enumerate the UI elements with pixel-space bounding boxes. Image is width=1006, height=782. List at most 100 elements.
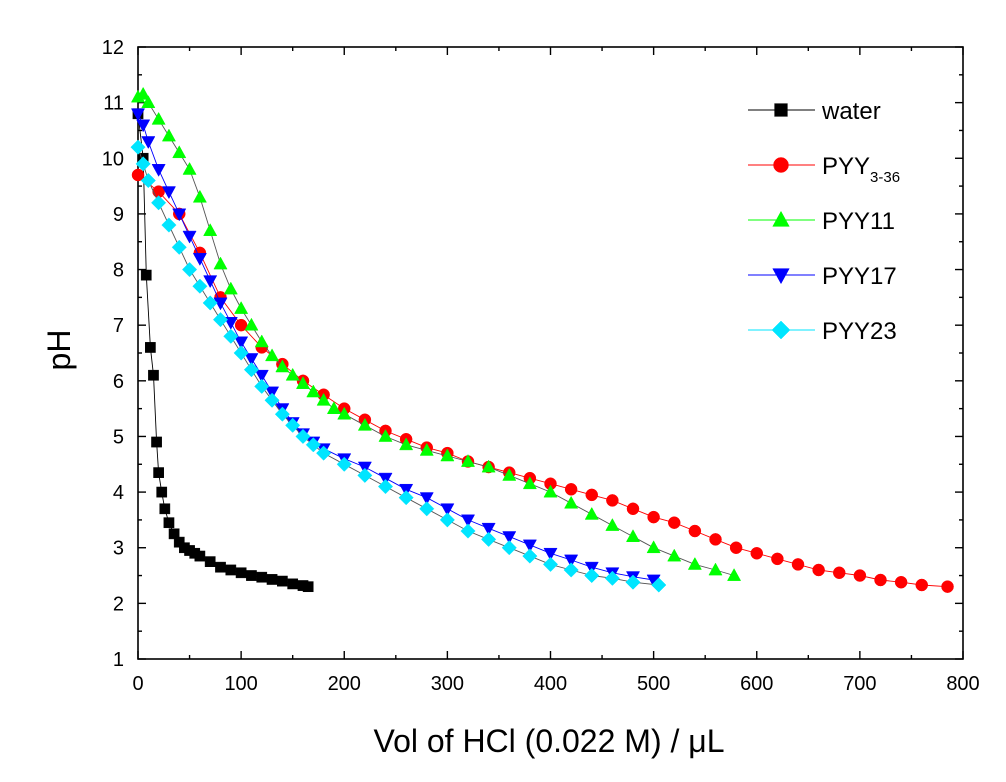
data-point xyxy=(151,111,166,125)
data-point xyxy=(306,384,321,398)
data-point xyxy=(161,128,176,142)
data-point xyxy=(357,467,373,483)
x-tick-label: 200 xyxy=(328,673,361,695)
data-point xyxy=(212,312,229,328)
legend: water PYY3-36 PYY11 PYY17 PYY23 xyxy=(748,98,900,345)
data-point xyxy=(750,547,763,560)
data-point xyxy=(791,558,805,571)
series-line xyxy=(137,113,309,588)
data-point xyxy=(136,119,151,133)
data-point xyxy=(285,417,301,433)
y-axis-title: pH xyxy=(41,330,77,371)
legend-label-main: PYY xyxy=(822,153,870,180)
data-point xyxy=(213,256,228,270)
x-tick-label: 0 xyxy=(132,673,143,695)
series-pyy17 xyxy=(130,108,661,588)
x-tick-label: 500 xyxy=(637,673,670,695)
data-point xyxy=(419,501,435,517)
data-point xyxy=(915,578,928,592)
data-point xyxy=(274,406,290,422)
series-water xyxy=(132,108,314,593)
data-point xyxy=(244,353,259,366)
data-point xyxy=(625,529,641,542)
data-point xyxy=(709,533,722,546)
data-point xyxy=(287,578,299,590)
data-point xyxy=(172,145,187,159)
data-point xyxy=(647,510,660,524)
data-point xyxy=(812,563,825,577)
data-point xyxy=(161,186,176,200)
data-point xyxy=(265,348,280,362)
data-point xyxy=(585,488,598,502)
data-point xyxy=(481,531,497,547)
data-point xyxy=(145,342,156,353)
data-point xyxy=(130,108,146,122)
data-point xyxy=(182,230,197,244)
data-point xyxy=(295,428,311,445)
data-point xyxy=(687,556,702,570)
data-point xyxy=(326,401,341,414)
data-point xyxy=(460,523,476,539)
data-point xyxy=(131,168,145,182)
data-point xyxy=(833,566,846,580)
data-point xyxy=(606,494,619,507)
data-point xyxy=(204,556,216,567)
data-point xyxy=(502,531,517,545)
data-point xyxy=(277,575,288,587)
data-point xyxy=(254,334,269,348)
data-point xyxy=(874,573,887,587)
legend-label-main: PYY23 xyxy=(822,318,897,345)
data-point xyxy=(398,490,414,506)
data-point xyxy=(688,524,702,538)
data-point xyxy=(419,492,434,506)
data-point xyxy=(254,369,269,383)
x-axis-title: Vol of HCl (0.022 M) / μL xyxy=(373,723,724,759)
data-point xyxy=(151,164,166,177)
x-tick-label: 800 xyxy=(946,673,979,695)
x-tick-label: 100 xyxy=(224,673,257,695)
data-point xyxy=(266,574,278,585)
legend-label: PYY23 xyxy=(822,318,897,345)
data-point xyxy=(223,328,239,344)
legend-item: PYY3-36 xyxy=(748,153,900,186)
series-line xyxy=(137,113,654,581)
data-point xyxy=(151,195,167,211)
data-point xyxy=(729,541,743,554)
data-point xyxy=(156,486,168,498)
data-point xyxy=(605,518,620,531)
legend-item: water xyxy=(748,98,881,125)
data-point xyxy=(246,570,257,581)
data-point xyxy=(542,556,559,572)
legend-marker xyxy=(774,103,788,117)
data-point xyxy=(853,569,867,582)
data-point xyxy=(141,95,156,108)
legend-item: PYY11 xyxy=(748,208,895,235)
data-point xyxy=(522,476,537,490)
y-tick-label: 6 xyxy=(113,371,124,393)
data-point xyxy=(161,217,177,233)
data-point xyxy=(419,442,434,456)
data-point xyxy=(708,562,723,576)
series-layer xyxy=(130,86,954,593)
legend-marker xyxy=(772,210,790,227)
legend-marker xyxy=(771,320,791,340)
data-point xyxy=(481,459,496,473)
data-point xyxy=(667,548,682,562)
legend-marker xyxy=(773,157,789,173)
data-point xyxy=(522,539,537,553)
data-point xyxy=(481,522,496,536)
data-point xyxy=(254,378,270,394)
data-point xyxy=(203,275,218,289)
data-point xyxy=(194,550,206,562)
data-point xyxy=(378,429,393,442)
legend-item: PYY23 xyxy=(748,318,897,345)
series-pyy11 xyxy=(130,86,742,581)
legend-label-main: PYY17 xyxy=(822,263,897,290)
data-point xyxy=(302,581,314,593)
data-point xyxy=(140,269,152,281)
data-point xyxy=(646,540,661,554)
data-point xyxy=(502,467,517,481)
data-point xyxy=(727,568,742,581)
y-tick-label: 4 xyxy=(113,482,124,504)
